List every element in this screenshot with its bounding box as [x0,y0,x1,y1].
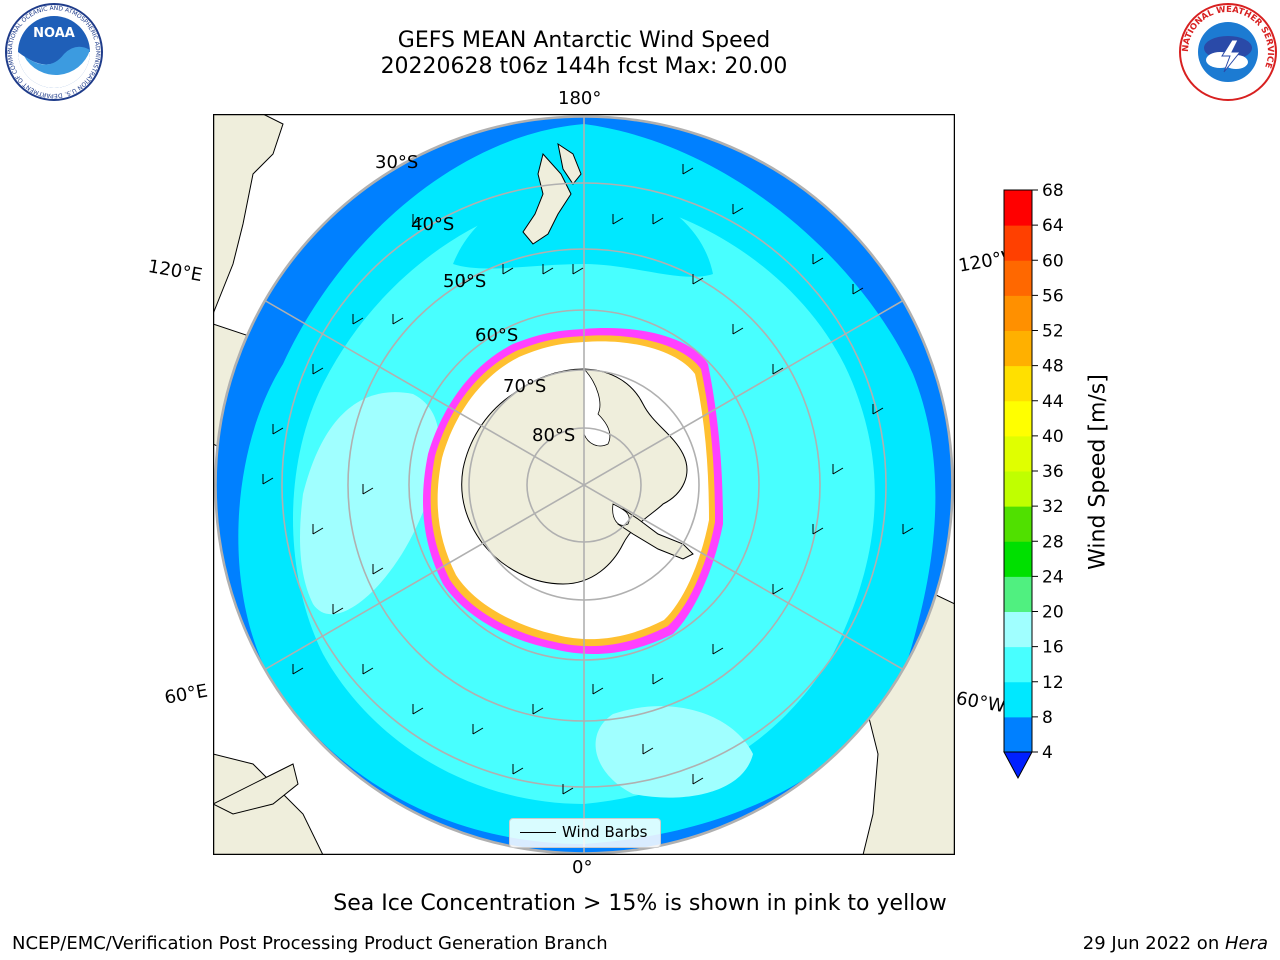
meridian-60e-120w [215,258,953,712]
legend-line-sample [520,832,556,833]
lon-label-60e: 60°E [163,680,210,709]
colorbar-tick-label: 24 [1042,567,1064,587]
colorbar-tick-label: 32 [1042,497,1064,517]
colorbar-tick-label: 60 [1042,251,1064,271]
lon-label-0: 0° [572,857,593,878]
map-border [213,114,955,855]
title-line-1: GEFS MEAN Antarctic Wind Speed [397,28,771,53]
meridians [215,116,953,854]
colorbar-segment [1004,646,1032,683]
colorbar-tick-label: 28 [1042,532,1064,552]
lat-label-50: 50°S [443,271,486,292]
noaa-logo-text: NOAA [33,26,75,41]
colorbar-segment [1004,435,1032,472]
legend-label: Wind Barbs [562,823,648,841]
colorbar-segment [1004,260,1032,296]
land-new-zealand-north [557,142,582,185]
sea-ice-footnote: Sea Ice Concentration > 15% is shown in … [333,891,947,916]
lon-label-180: 180° [558,88,602,109]
colorbar-segment [1004,471,1032,507]
colorbar-tick-label: 4 [1042,743,1053,763]
colorbar-tick-label: 68 [1042,181,1064,201]
wind-band-16-20-south [595,706,753,798]
colorbar-segment [1004,576,1032,612]
colorbar-tick-label: 12 [1042,673,1064,693]
colorbar-segment [1004,611,1032,648]
colorbar-segment [1004,400,1032,437]
colorbar-tick-label: 56 [1042,286,1064,306]
land-australia [213,114,284,315]
colorbar-segment [1004,541,1032,577]
colorbar-segment [1004,295,1032,331]
lat-label-70: 70°S [503,376,546,397]
colorbar-tick-label: 20 [1042,603,1064,623]
credit-right: 29 Jun 2022 on Hera [1083,933,1268,954]
weddell-ice-shelf [612,503,630,526]
colorbar-tick-label: 44 [1042,392,1064,412]
latitude-labels: 30°S 40°S 50°S 60°S 70°S 80°S [375,152,575,446]
wind-band-8-12-north [453,184,713,277]
wind-band-16-20-west [300,392,440,615]
lon-label-120e: 120°E [146,256,204,287]
land-madagascar [213,763,299,815]
colorbar-under-extension [1003,751,1033,780]
credit-date: 29 Jun 2022 on [1082,933,1225,954]
credit-left: NCEP/EMC/Verification Post Processing Pr… [12,933,608,954]
colorbar-tick-label: 40 [1042,427,1064,447]
colorbar-tick-label: 52 [1042,322,1064,342]
land-antarctic-peninsula [617,508,694,560]
colorbar-tick-label: 36 [1042,462,1064,482]
lat-label-40: 40°S [411,214,454,235]
colorbar-segment [1004,681,1032,718]
colorbar-label: Wind Speed [m/s] [1085,374,1111,570]
colorbar-segment [1004,190,1032,226]
land-new-zealand [522,152,572,245]
colorbar-tick-label: 64 [1042,216,1064,236]
noaa-logo: NATIONAL OCEANIC AND ATMOSPHERIC ADMINIS… [4,2,103,101]
colorbar-segment [1004,330,1032,367]
colorbar-tick-label: 8 [1042,708,1053,728]
lat-label-30: 30°S [375,152,418,173]
ross-ice-shelf [583,367,611,447]
wind-barbs-legend: Wind Barbs [509,818,661,848]
credit-host: Hera [1224,933,1268,954]
colorbar-tick-label: 48 [1042,357,1064,377]
lat-label-80: 80°S [532,425,575,446]
nws-logo: NATIONAL WEATHER SERVICE [1179,3,1277,101]
colorbar-segment [1004,506,1032,542]
polar-map: 30°S 40°S 50°S 60°S 70°S 80°S [213,114,955,855]
lat-label-60: 60°S [475,325,518,346]
colorbar-segment [1004,716,1032,753]
wind-barbs [262,164,914,795]
colorbar-tick-label: 16 [1042,638,1064,658]
colorbar-segment [1004,225,1032,261]
title-line-2: 20220628 t06z 144h fcst Max: 20.00 [380,54,788,79]
colorbar-segment [1004,365,1032,402]
